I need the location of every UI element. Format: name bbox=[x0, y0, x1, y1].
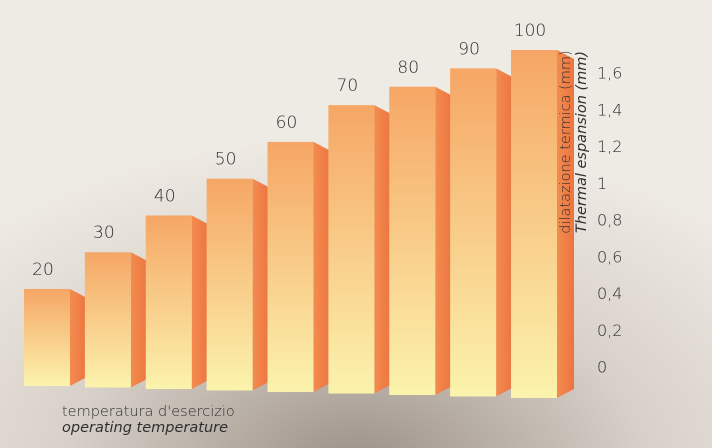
y-axis: 0 0,2 0,4 0,6 0,8 1 1,2 1,4 1,6 bbox=[597, 64, 622, 377]
bar-front bbox=[450, 68, 497, 397]
bar-side bbox=[313, 141, 331, 392]
y-tick-label: 0 bbox=[597, 358, 607, 377]
bar-side bbox=[130, 252, 148, 388]
y-tick-label: 0,4 bbox=[597, 284, 622, 303]
bar-front bbox=[511, 50, 557, 398]
bar-side bbox=[557, 50, 574, 398]
y-axis-label-it: dilatazione termica (mm) bbox=[558, 50, 574, 234]
x-axis-label-it: temperatura d'esercizio bbox=[62, 404, 235, 420]
bar-side bbox=[252, 178, 270, 391]
bar-side bbox=[70, 289, 87, 386]
bar-side bbox=[191, 215, 209, 389]
bar-side bbox=[496, 68, 514, 397]
bars-layer: 20 30 40 50 60 70 80 90 100 bbox=[24, 21, 574, 398]
bar-front bbox=[267, 141, 314, 392]
bar: 20 bbox=[24, 260, 87, 386]
bar: 50 bbox=[206, 150, 270, 391]
y-tick-label: 0,2 bbox=[597, 321, 622, 340]
y-tick-label: 1 bbox=[597, 174, 607, 193]
bar-category-label: 80 bbox=[397, 58, 419, 78]
y-axis-label: dilatazione termica (mm) Thermal espansi… bbox=[558, 12, 590, 272]
bar-front bbox=[145, 215, 192, 389]
y-tick-label: 0,8 bbox=[597, 211, 622, 230]
bar: 60 bbox=[267, 113, 331, 392]
bar: 70 bbox=[328, 76, 392, 394]
x-axis-label: temperatura d'esercizio operating temper… bbox=[62, 404, 235, 436]
bar-category-label: 70 bbox=[337, 76, 359, 96]
bar-category-label: 100 bbox=[514, 21, 546, 41]
bar-category-label: 90 bbox=[458, 39, 480, 59]
y-tick-label: 1,6 bbox=[597, 64, 622, 83]
y-tick-label: 1,2 bbox=[597, 137, 622, 156]
bar-category-label: 40 bbox=[154, 186, 176, 206]
bar-front bbox=[84, 252, 131, 388]
bar: 90 bbox=[450, 39, 514, 397]
bar: 30 bbox=[84, 223, 148, 388]
y-axis-label-en: Thermal espansion (mm) bbox=[574, 50, 590, 234]
bar-front bbox=[389, 86, 436, 396]
bar-front bbox=[328, 105, 375, 394]
bar-category-label: 30 bbox=[93, 223, 115, 243]
bar-front bbox=[24, 289, 70, 386]
bar-category-label: 60 bbox=[276, 113, 298, 133]
y-tick-label: 1,4 bbox=[597, 100, 622, 119]
bar-side bbox=[374, 105, 392, 394]
x-axis-label-en: operating temperature bbox=[62, 420, 229, 436]
bar: 100 bbox=[511, 21, 574, 398]
bar: 40 bbox=[145, 186, 209, 389]
bar-side bbox=[435, 86, 453, 396]
bar: 80 bbox=[389, 58, 453, 396]
bar-category-label: 20 bbox=[32, 260, 54, 280]
bar-category-label: 50 bbox=[215, 150, 237, 170]
bar-front bbox=[206, 178, 253, 391]
y-tick-label: 0,6 bbox=[597, 247, 622, 266]
